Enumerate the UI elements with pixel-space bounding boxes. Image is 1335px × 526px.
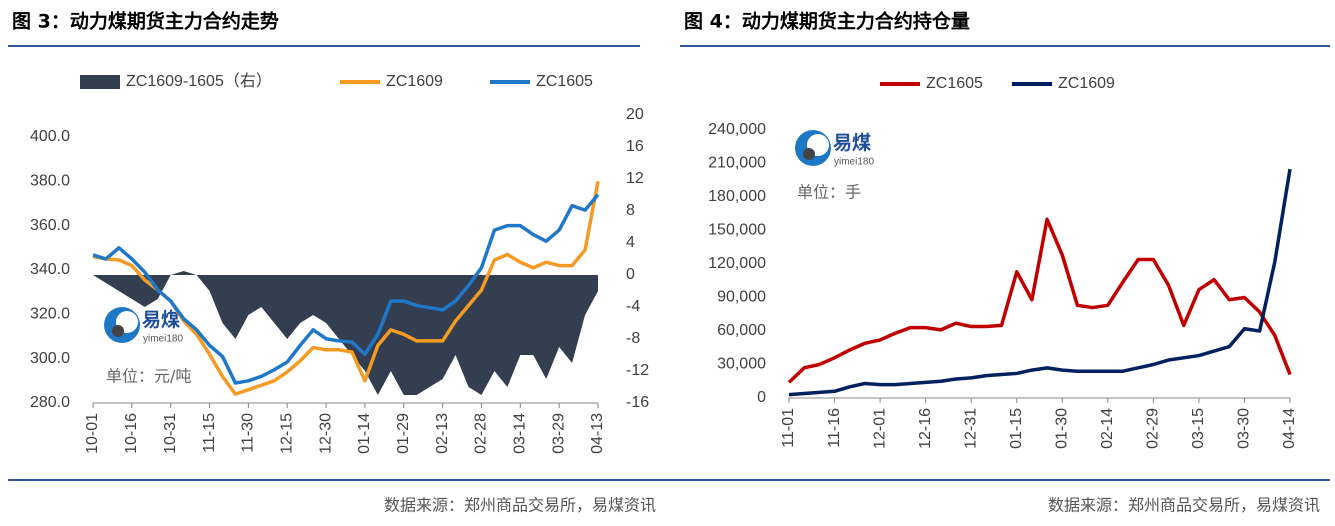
y2-tick-label: 12 xyxy=(626,170,644,187)
x-tick-label: 11-01 xyxy=(780,408,797,448)
watermark: 易煤 xyxy=(833,132,871,154)
x-tick-label: 10-01 xyxy=(84,413,101,454)
legend-label: ZC1609 xyxy=(1058,75,1115,92)
x-tick-label: 01-30 xyxy=(1053,408,1070,449)
x-tick-label: 10-16 xyxy=(123,413,140,454)
watermark-sub: yimei180 xyxy=(143,334,183,345)
y-tick-label: 400.0 xyxy=(30,128,70,145)
x-tick-label: 12-15 xyxy=(278,413,295,454)
chart-title: 图 3：动力煤期货主力合约走势 xyxy=(12,10,279,33)
y-tick-label: 60,000 xyxy=(717,322,766,339)
y-tick-label: 240,000 xyxy=(708,121,766,138)
watermark-sub: yimei180 xyxy=(834,157,874,168)
y2-tick-label: 8 xyxy=(626,202,635,219)
y-tick-label: 340.0 xyxy=(30,261,70,278)
x-tick-label: 11-30 xyxy=(240,413,257,453)
x-tick-label: 02-14 xyxy=(1099,408,1116,449)
y-tick-label: 150,000 xyxy=(708,222,766,239)
x-tick-label: 10-31 xyxy=(162,413,179,454)
y-tick-label: 300.0 xyxy=(30,350,70,367)
x-tick-label: 01-29 xyxy=(395,413,412,454)
logo xyxy=(104,130,831,343)
legend-label: ZC1605 xyxy=(536,73,593,90)
x-tick-label: 03-30 xyxy=(1236,408,1253,449)
x-tick-label: 12-30 xyxy=(317,413,334,454)
source: 数据来源：郑州商品交易所，易煤资讯 xyxy=(384,496,656,515)
y2-tick-label: -4 xyxy=(626,298,640,315)
x-tick-label: 11-16 xyxy=(826,408,843,448)
legend-label: ZC1609 xyxy=(386,73,443,90)
y-tick-label: 210,000 xyxy=(708,155,766,172)
x-tick-label: 12-16 xyxy=(917,408,934,449)
legend-swatch xyxy=(80,75,120,89)
line xyxy=(788,168,1292,397)
y-tick-label: 30,000 xyxy=(717,356,766,373)
x-tick-label: 01-14 xyxy=(356,413,373,454)
y2-tick-label: 20 xyxy=(626,106,644,123)
watermark: 易煤 xyxy=(142,309,180,331)
legend-label: ZC1605 xyxy=(926,75,983,92)
y-tick-label: 380.0 xyxy=(30,173,70,190)
x-tick-label: 03-29 xyxy=(550,413,567,454)
y2-tick-label: -16 xyxy=(626,394,649,411)
y-tick-label: 280.0 xyxy=(30,394,70,411)
y2-tick-label: 16 xyxy=(626,138,644,155)
y-tick-label: 0 xyxy=(757,389,766,406)
y-tick-label: 90,000 xyxy=(717,289,766,306)
x-tick-label: 03-15 xyxy=(1190,408,1207,449)
y2-tick-label: -8 xyxy=(626,330,640,347)
source: 数据来源：郑州商品交易所，易煤资讯 xyxy=(1048,496,1320,515)
x-tick-label: 01-15 xyxy=(1008,408,1025,449)
chart-title: 图 4：动力煤期货主力合约持仓量 xyxy=(684,10,970,33)
x-tick-label: 04-13 xyxy=(589,413,606,454)
x-tick-label: 03-14 xyxy=(512,413,529,454)
x-tick-label: 02-13 xyxy=(434,413,451,454)
y2-tick-label: 0 xyxy=(626,266,635,283)
legend-label: ZC1609-1605（右） xyxy=(126,72,272,90)
y2-tick-label: -12 xyxy=(626,362,649,379)
y-tick-label: 320.0 xyxy=(30,306,70,323)
y-tick-label: 360.0 xyxy=(30,217,70,234)
x-tick-label: 02-29 xyxy=(1145,408,1162,449)
x-tick-label: 02-28 xyxy=(473,413,490,454)
y-tick-label: 180,000 xyxy=(708,188,766,205)
x-tick-label: 12-31 xyxy=(962,408,979,449)
y2-tick-label: 4 xyxy=(626,234,635,251)
x-tick-label: 11-15 xyxy=(201,413,218,453)
x-tick-label: 04-14 xyxy=(1281,408,1298,449)
line xyxy=(92,193,600,385)
unit-note: 单位：手 xyxy=(797,183,861,202)
x-tick-label: 12-01 xyxy=(871,408,888,449)
y-tick-label: 120,000 xyxy=(708,255,766,272)
line xyxy=(787,217,1292,384)
unit-note: 单位：元/吨 xyxy=(106,367,191,386)
